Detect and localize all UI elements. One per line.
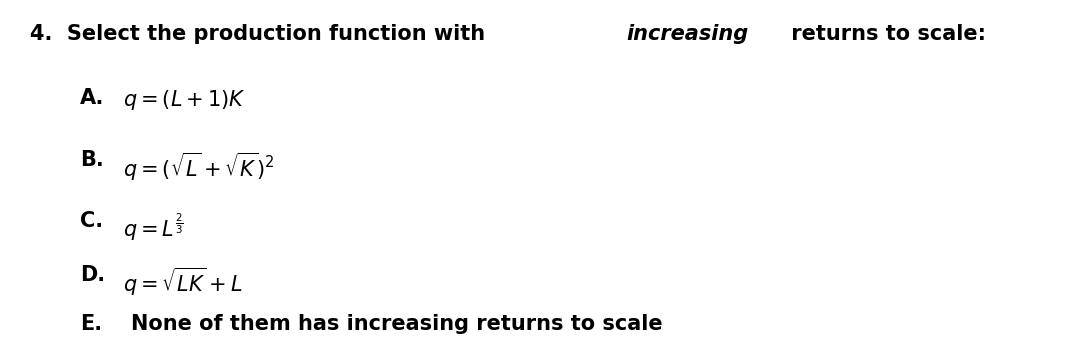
Text: $q = (L+1)K$: $q = (L+1)K$ (123, 88, 246, 112)
Text: increasing: increasing (627, 24, 749, 44)
Text: D.: D. (80, 265, 106, 285)
Text: $q = \sqrt{LK}+L$: $q = \sqrt{LK}+L$ (123, 265, 242, 297)
Text: E.: E. (80, 314, 103, 334)
Text: $q = (\sqrt{L}+\sqrt{K})^{2}$: $q = (\sqrt{L}+\sqrt{K})^{2}$ (123, 150, 274, 183)
Text: C.: C. (80, 211, 104, 231)
Text: B.: B. (80, 150, 104, 170)
Text: None of them has increasing returns to scale: None of them has increasing returns to s… (131, 314, 663, 334)
Text: A.: A. (80, 88, 105, 108)
Text: $q = L^{\frac{2}{3}}$: $q = L^{\frac{2}{3}}$ (123, 211, 184, 243)
Text: 4.  Select the production function with: 4. Select the production function with (30, 24, 492, 44)
Text: returns to scale:: returns to scale: (784, 24, 986, 44)
